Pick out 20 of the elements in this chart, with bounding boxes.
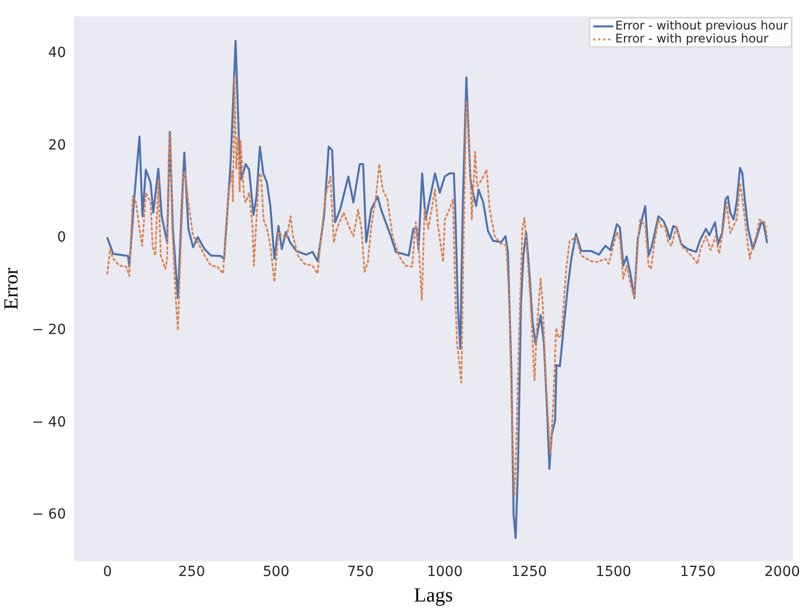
x-tick-label: 500 bbox=[262, 564, 290, 580]
x-tick-label: 1000 bbox=[426, 564, 463, 580]
x-tick-label: 1250 bbox=[511, 564, 547, 580]
x-tick-label: 0 bbox=[102, 564, 112, 580]
legend-label: Error - with previous hour bbox=[615, 32, 768, 46]
y-tick-label: 40 bbox=[48, 44, 66, 61]
y-tick-label: − 40 bbox=[32, 414, 66, 430]
y-tick-label: 0 bbox=[57, 230, 66, 246]
line-series bbox=[106, 76, 768, 498]
y-tick-label: − 20 bbox=[32, 322, 66, 338]
x-axis-title: Lags bbox=[414, 584, 454, 606]
x-tick-label: 2000 bbox=[764, 564, 800, 580]
y-tick-label: 20 bbox=[48, 137, 66, 154]
x-tick-label: 1500 bbox=[596, 564, 632, 580]
legend-label: Error - without previous hour bbox=[615, 18, 788, 33]
x-tick-label: 750 bbox=[347, 564, 374, 580]
x-tick-label: 1750 bbox=[680, 564, 716, 580]
y-axis-title: Error bbox=[0, 267, 22, 310]
x-tick-label: 250 bbox=[178, 564, 206, 580]
y-tick-label: − 60 bbox=[32, 506, 66, 523]
